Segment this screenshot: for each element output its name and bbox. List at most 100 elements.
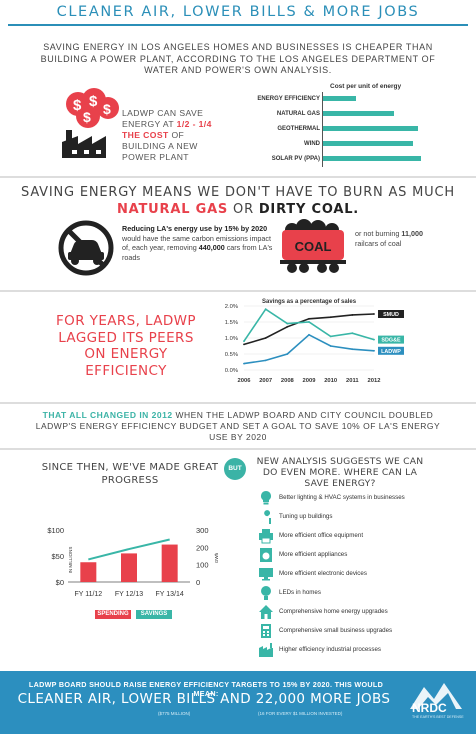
measure-item: More efficient appliances bbox=[258, 547, 458, 565]
x-tick-label: 2011 bbox=[346, 378, 359, 384]
series-point bbox=[329, 335, 332, 338]
coal-railcar-icon: COAL bbox=[280, 219, 346, 273]
but-badge: BUT bbox=[224, 458, 246, 480]
appliance-icon bbox=[260, 548, 272, 562]
measure-label: Better lighting & HVAC systems in busine… bbox=[279, 494, 405, 501]
footer-sub-right: (16 FOR EVERY $1 MILLION INVESTED) bbox=[258, 711, 343, 716]
right-axis-label: GWh bbox=[214, 552, 219, 563]
series-label: SDG&E bbox=[381, 338, 401, 344]
series-point bbox=[286, 322, 289, 325]
money-factory-icon: $ $ $ $ bbox=[62, 88, 119, 158]
ladwp-cost-text: LADWP CAN SAVE ENERGY AT 1/2 - 1/4 THE C… bbox=[122, 108, 212, 162]
nrdc-tagline: THE EARTH'S BEST DEFENSE bbox=[412, 715, 464, 719]
series-point bbox=[351, 348, 354, 351]
category-label: FY 12/13 bbox=[115, 591, 143, 598]
cost-bar bbox=[323, 156, 421, 161]
series-point bbox=[351, 314, 354, 316]
savings-line bbox=[88, 538, 170, 561]
series-point bbox=[286, 353, 289, 355]
series-point bbox=[373, 313, 375, 315]
x-tick-label: 2009 bbox=[303, 378, 317, 384]
footer-banner: LADWP BOARD SHOULD RAISE ENERGY EFFICIEN… bbox=[0, 671, 476, 734]
series-point bbox=[243, 340, 245, 343]
cost-bar-label: SOLAR PV (PPA) bbox=[271, 156, 320, 162]
suggests-title: NEW ANALYSIS SUGGESTS WE CAN DO EVEN MOR… bbox=[256, 456, 424, 489]
svg-text:$: $ bbox=[73, 97, 82, 114]
spending-bar bbox=[121, 553, 137, 582]
measure-item: Higher efficiency industrial processes bbox=[258, 642, 458, 660]
series-point bbox=[373, 338, 375, 341]
lightbulb-icon bbox=[261, 491, 271, 505]
nrdc-logo-text: NRDC bbox=[412, 701, 447, 715]
series-point bbox=[373, 349, 375, 352]
x-tick-label: 2007 bbox=[259, 378, 272, 384]
measure-label: Higher efficiency industrial processes bbox=[279, 646, 382, 653]
cost-section: $ $ $ $ LADWP CAN SAVE ENERGY AT 1/2 - 1… bbox=[0, 78, 476, 172]
line-chart-title: Savings as a percentage of sales bbox=[262, 299, 357, 305]
series-point bbox=[243, 343, 245, 346]
coal-label: COAL bbox=[295, 239, 332, 254]
section-divider bbox=[0, 402, 476, 404]
cost-bar-row: SOLAR PV (PPA) bbox=[232, 154, 472, 168]
lagged-title: FOR YEARS, LADWP LAGGED ITS PEERS ON ENE… bbox=[56, 313, 196, 379]
series-point bbox=[329, 316, 332, 319]
series-point bbox=[351, 332, 354, 335]
cost-bar bbox=[323, 126, 418, 131]
x-tick-label: 2012 bbox=[368, 378, 381, 384]
burn-title: SAVING ENERGY MEANS WE DON'T HAVE TO BUR… bbox=[21, 185, 455, 217]
spending-bar bbox=[161, 544, 178, 582]
right-tick-label: 0 bbox=[196, 578, 200, 587]
cost-chart-title: Cost per unit of energy bbox=[330, 83, 402, 90]
measure-label: More efficient appliances bbox=[279, 551, 348, 558]
printer-icon bbox=[259, 529, 273, 544]
y-tick-label: 0.5% bbox=[225, 352, 238, 358]
y-tick-label: 1.5% bbox=[225, 320, 238, 326]
savings-line-chart: Savings as a percentage of sales 0.0% 0.5%… bbox=[225, 299, 404, 384]
section-divider bbox=[0, 176, 476, 178]
measure-item: LEDs in homes bbox=[258, 585, 458, 603]
measure-label: LEDs in homes bbox=[279, 589, 321, 596]
measure-item: Comprehensive home energy upgrades bbox=[258, 604, 458, 622]
nrdc-logo-icon bbox=[410, 683, 462, 709]
cost-bar-label: ENERGY EFFICIENCY bbox=[257, 96, 320, 102]
y-tick-label: 2.0% bbox=[225, 304, 238, 310]
measure-label: Comprehensive small business upgrades bbox=[279, 627, 393, 634]
svg-text:$: $ bbox=[83, 109, 91, 125]
series-point bbox=[308, 317, 310, 320]
measure-item: More efficient electronic devices bbox=[258, 566, 458, 584]
series-label-chip bbox=[378, 310, 404, 318]
svg-text:$: $ bbox=[103, 101, 111, 117]
series-line-sdge bbox=[243, 308, 375, 342]
y-tick-label: 0.0% bbox=[225, 368, 238, 374]
right-tick-label: 100 bbox=[196, 561, 209, 570]
no-car-icon bbox=[58, 220, 114, 276]
series-point bbox=[308, 333, 310, 336]
title-rule bbox=[8, 24, 468, 26]
spending-bar bbox=[80, 562, 97, 582]
legend-savings: SAVINGS bbox=[136, 610, 172, 619]
railcar-text: or not burning 11,000 railcars of coal bbox=[355, 229, 423, 248]
series-point bbox=[264, 308, 267, 311]
measure-label: Comprehensive home energy upgrades bbox=[279, 608, 388, 615]
intro-text: SAVING ENERGY IN LOS ANGELES HOMES AND B… bbox=[40, 42, 436, 75]
cost-bar-row: GEOTHERMAL bbox=[232, 124, 472, 138]
series-point bbox=[308, 321, 310, 323]
cost-bar-label: GEOTHERMAL bbox=[277, 126, 320, 132]
cost-bar-label: WIND bbox=[304, 141, 320, 147]
right-tick-label: 300 bbox=[196, 526, 209, 535]
series-point bbox=[286, 325, 289, 328]
series-point bbox=[329, 345, 332, 347]
x-tick-label: 2010 bbox=[324, 378, 337, 384]
footer-line-2: CLEANER AIR, LOWER BILLS AND 22,000 MORE… bbox=[17, 691, 391, 707]
cost-bar-row: ENERGY EFFICIENCY bbox=[232, 94, 472, 108]
measure-item: Comprehensive small business upgrades bbox=[258, 623, 458, 641]
changed-text: THAT ALL CHANGED IN 2012 WHEN THE LADWP … bbox=[35, 410, 441, 442]
series-point bbox=[264, 359, 267, 362]
left-axis-label: IN MILLIONS bbox=[68, 547, 73, 574]
measure-item: Better lighting & HVAC systems in busine… bbox=[258, 490, 458, 508]
page-title: CLEANER AIR, LOWER BILLS & MORE JOBS bbox=[56, 4, 420, 20]
footer-sub-left: ($775 MILLION) bbox=[158, 711, 191, 716]
cost-bar-row: NATURAL GAS bbox=[232, 109, 472, 123]
right-tick-label: 200 bbox=[196, 543, 209, 552]
section-divider bbox=[0, 448, 476, 450]
